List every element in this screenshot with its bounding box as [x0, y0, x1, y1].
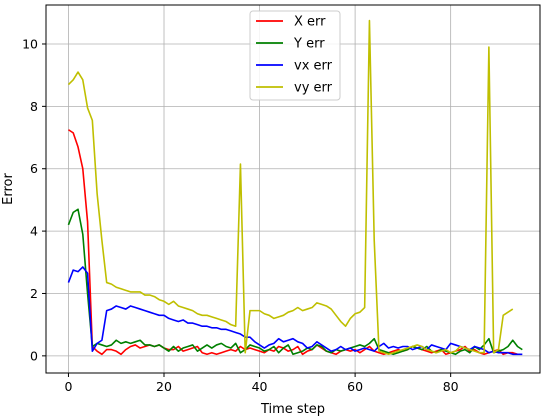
legend-box: [249, 10, 341, 101]
x-tick-label: 40: [252, 379, 268, 394]
y-tick-label: 10: [22, 36, 38, 51]
legend-label-x-err: X err: [294, 15, 326, 30]
y-tick-label: 2: [30, 286, 38, 301]
series-line-y-err: [67, 208, 523, 356]
x-tick-label: 60: [347, 379, 363, 394]
legend: X err Y err vx err vy err: [249, 10, 341, 101]
series-line-vx-err: [67, 266, 523, 356]
y-tick-label: 0: [30, 348, 38, 363]
y-tick-label: 8: [30, 99, 38, 114]
series-lines: [67, 19, 523, 356]
x-axis-title: Time step: [260, 402, 325, 417]
y-axis-title: Error: [1, 173, 16, 205]
axes-frame: [45, 4, 541, 374]
series-line-vy-err: [67, 19, 514, 356]
plot-area: [67, 19, 523, 356]
legend-label-vy-err: vy err: [294, 81, 333, 96]
x-axis: 0 20 40 60 80: [64, 373, 459, 394]
y-tick-label: 6: [30, 161, 38, 176]
x-tick-label: 80: [443, 379, 459, 394]
legend-label-vx-err: vx err: [294, 59, 333, 74]
legend-label-y-err: Y err: [293, 37, 325, 52]
x-tick-label: 20: [156, 379, 172, 394]
y-axis: 0 2 4 6 8 10: [22, 36, 46, 363]
y-tick-label: 4: [30, 224, 38, 239]
x-tick-label: 0: [64, 379, 72, 394]
